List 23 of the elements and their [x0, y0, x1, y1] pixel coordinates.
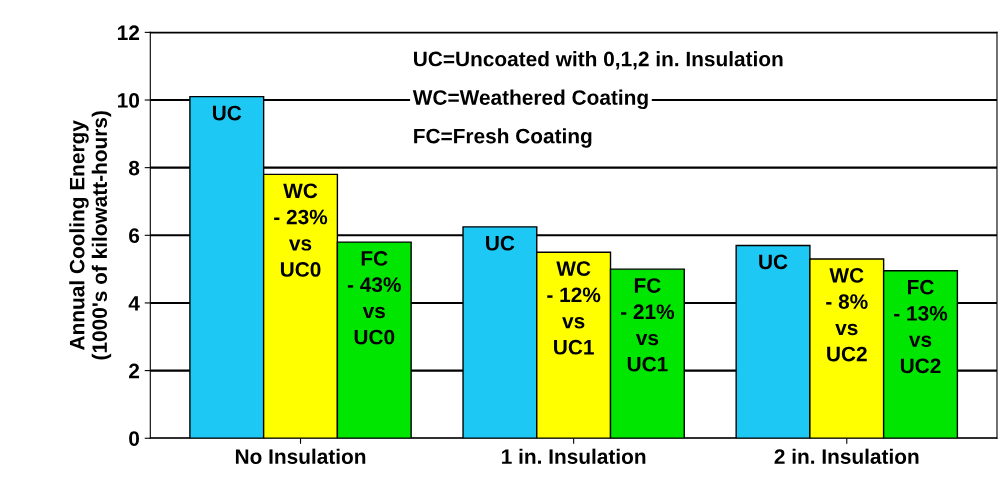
- y-tick-label: 10: [118, 93, 140, 108]
- annotation: WC - 8% vs UC2: [826, 267, 868, 362]
- y-tick-label: 2: [129, 363, 140, 379]
- x-tick-label: 2 in. Insulation: [774, 448, 919, 464]
- y-tick-label: 6: [129, 228, 140, 244]
- annotation: UC: [486, 235, 515, 251]
- annotation: FC - 13% vs UC2: [894, 279, 948, 374]
- x-tick-label: No Insulation: [235, 448, 366, 464]
- annotation: WC - 12% vs UC1: [547, 261, 601, 355]
- annotation: WC - 23% vs UC0: [274, 183, 328, 277]
- y-tick-label: 0: [129, 431, 140, 446]
- annotation: UC: [212, 105, 242, 121]
- y-axis-title: Annual Cooling Energy (1000's of kilowatt-hours): [69, 111, 112, 360]
- annotation: FC=Fresh Coating: [414, 128, 592, 148]
- annotation: FC - 43% vs UC0: [347, 251, 401, 345]
- annotation: UC: [759, 254, 788, 270]
- y-tick-label: 12: [118, 25, 140, 40]
- x-tick-label: 1 in. Insulation: [502, 448, 646, 464]
- y-tick-label: 4: [128, 296, 140, 311]
- annotation: FC - 21% vs UC1: [620, 278, 675, 372]
- annotation: WC=Weathered Coating: [412, 89, 648, 110]
- annotation: UC=Uncoated with 0,1,2 in. Insulation: [414, 51, 783, 70]
- y-tick-label: 8: [128, 160, 140, 176]
